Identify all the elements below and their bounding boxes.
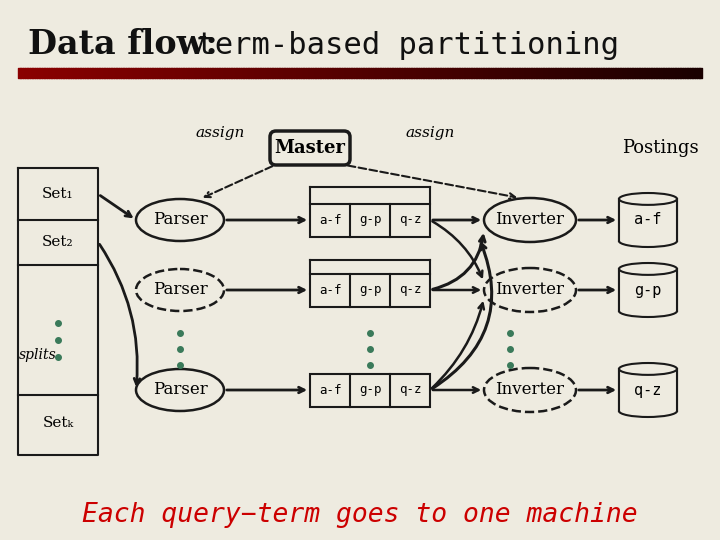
Text: Parser: Parser [153,381,207,399]
Ellipse shape [484,198,576,242]
FancyBboxPatch shape [270,131,350,165]
Ellipse shape [484,368,576,412]
Text: Set₂: Set₂ [42,235,74,249]
Text: Master: Master [274,139,346,157]
Text: g-p: g-p [634,282,662,298]
Text: a-f: a-f [319,383,341,396]
Text: assign: assign [405,126,455,140]
Bar [310,273,430,307]
Text: Each query−term goes to one machine: Each query−term goes to one machine [82,502,638,528]
Text: Postings: Postings [621,139,698,157]
Ellipse shape [619,405,677,417]
Text: g-p: g-p [359,213,382,226]
Text: a-f: a-f [319,284,341,296]
Ellipse shape [619,305,677,317]
Text: Set₁: Set₁ [42,187,74,201]
Text: splits: splits [19,348,57,362]
Bar [619,199,677,241]
Ellipse shape [484,268,576,312]
Ellipse shape [619,235,677,247]
Ellipse shape [619,193,677,205]
Text: q-z: q-z [399,284,421,296]
Text: Inverter: Inverter [495,381,564,399]
Bar [619,369,677,411]
Text: q-z: q-z [399,213,421,226]
Text: Data flow:: Data flow: [28,29,217,62]
Text: assign: assign [195,126,245,140]
Text: g-p: g-p [359,383,382,396]
Bar [310,374,430,407]
Text: term-based partitioning: term-based partitioning [178,30,619,59]
Text: Inverter: Inverter [495,212,564,228]
Ellipse shape [619,263,677,275]
Text: a-f: a-f [634,213,662,227]
Text: Parser: Parser [153,212,207,228]
Text: q-z: q-z [634,382,662,397]
Text: a-f: a-f [319,213,341,226]
Ellipse shape [136,199,224,241]
Text: Inverter: Inverter [495,281,564,299]
Text: Parser: Parser [153,281,207,299]
Ellipse shape [136,269,224,311]
Bar [619,269,677,311]
Text: Setₖ: Setₖ [42,416,73,430]
Ellipse shape [619,363,677,375]
Ellipse shape [136,369,224,411]
Text: q-z: q-z [399,383,421,396]
Text: g-p: g-p [359,284,382,296]
Bar [310,204,430,237]
